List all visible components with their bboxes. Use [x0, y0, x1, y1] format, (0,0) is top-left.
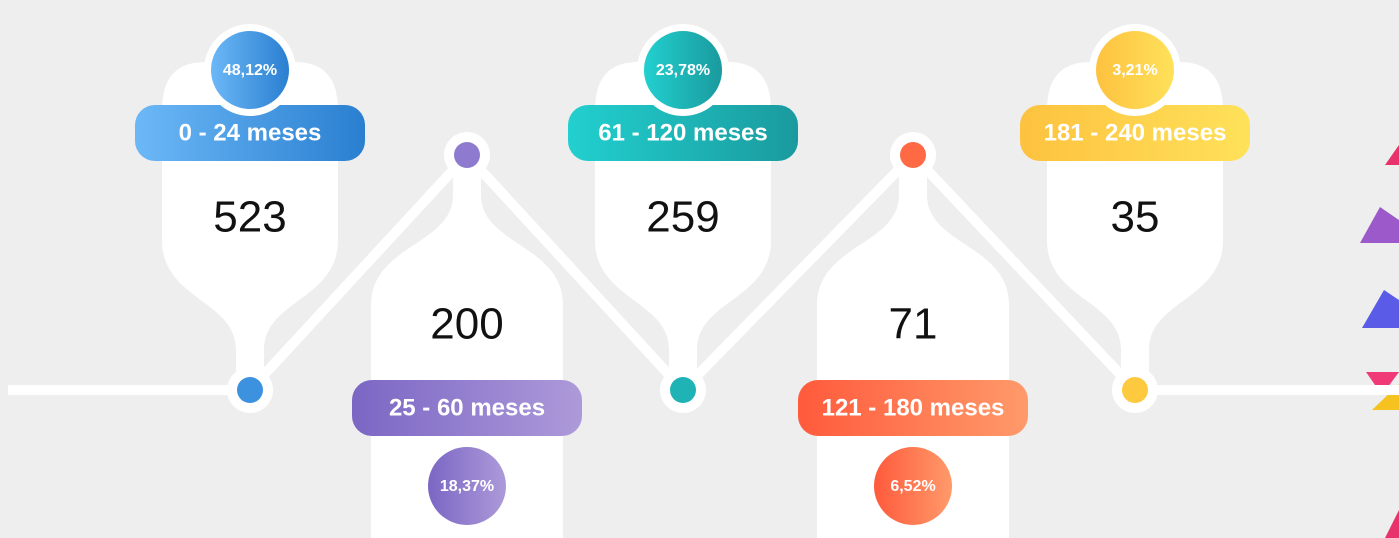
range-label: 121 - 180 meses — [822, 394, 1005, 421]
percent-label: 6,52% — [890, 478, 935, 495]
count-value: 71 — [889, 300, 938, 349]
node-dot — [454, 142, 480, 168]
count-value: 35 — [1111, 193, 1160, 242]
percent-label: 18,37% — [440, 478, 494, 495]
node-dot — [900, 142, 926, 168]
count-value: 200 — [430, 300, 503, 349]
node-dot — [237, 377, 263, 403]
count-value: 259 — [646, 193, 719, 242]
percent-label: 23,78% — [656, 62, 710, 79]
percent-label: 3,21% — [1112, 62, 1157, 79]
infographic: 0 - 24 meses 48,12% 523 25 - 60 meses 18,37%… — [0, 0, 1399, 538]
range-label: 25 - 60 meses — [389, 394, 545, 421]
node-dot — [670, 377, 696, 403]
range-label: 0 - 24 meses — [179, 119, 322, 146]
percent-label: 48,12% — [223, 62, 277, 79]
range-label: 61 - 120 meses — [598, 119, 767, 146]
node-dot — [1122, 377, 1148, 403]
range-label: 181 - 240 meses — [1044, 119, 1227, 146]
count-value: 523 — [213, 193, 286, 242]
